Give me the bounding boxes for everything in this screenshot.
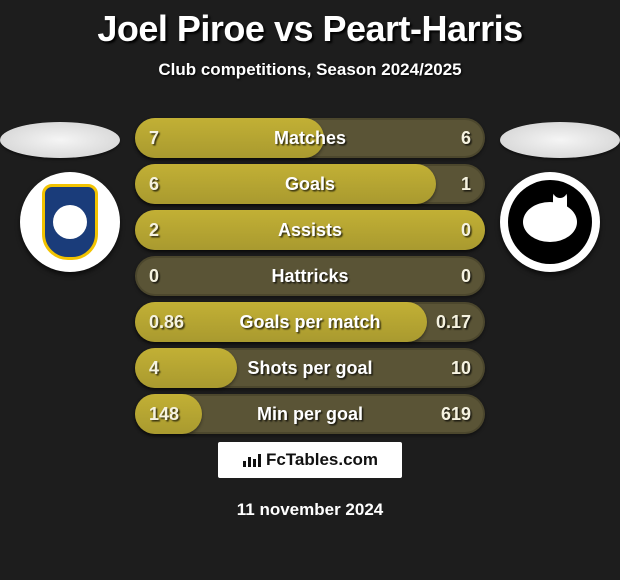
- club-badge-swansea: [500, 172, 600, 272]
- stat-label: Min per goal: [135, 394, 485, 434]
- stats-bars-group: 76Matches 61Goals 20Assists 00Hattricks 0.86…: [135, 118, 485, 440]
- swan-icon: [523, 202, 577, 242]
- stat-label: Goals per match: [135, 302, 485, 342]
- stat-label: Hattricks: [135, 256, 485, 296]
- player-photo-placeholder-left: [0, 122, 120, 158]
- page-title: Joel Piroe vs Peart-Harris: [0, 0, 620, 50]
- leeds-shield-icon: [42, 184, 98, 260]
- stat-label: Goals: [135, 164, 485, 204]
- page-subtitle: Club competitions, Season 2024/2025: [0, 60, 620, 80]
- stat-label: Assists: [135, 210, 485, 250]
- snapshot-date: 11 november 2024: [0, 500, 620, 520]
- stat-row: 0.860.17Goals per match: [135, 302, 485, 342]
- stat-row: 00Hattricks: [135, 256, 485, 296]
- club-badge-leeds: [20, 172, 120, 272]
- stat-label: Matches: [135, 118, 485, 158]
- stat-row: 410Shots per goal: [135, 348, 485, 388]
- fctables-logo: FcTables.com: [218, 442, 402, 478]
- stat-label: Shots per goal: [135, 348, 485, 388]
- bars-chart-icon: [242, 452, 262, 468]
- stat-row: 148619Min per goal: [135, 394, 485, 434]
- stat-row: 61Goals: [135, 164, 485, 204]
- stat-row: 76Matches: [135, 118, 485, 158]
- fctables-text: FcTables.com: [266, 450, 378, 470]
- swansea-inner-circle: [508, 180, 592, 264]
- leeds-rose-icon: [53, 205, 87, 239]
- player-photo-placeholder-right: [500, 122, 620, 158]
- stat-row: 20Assists: [135, 210, 485, 250]
